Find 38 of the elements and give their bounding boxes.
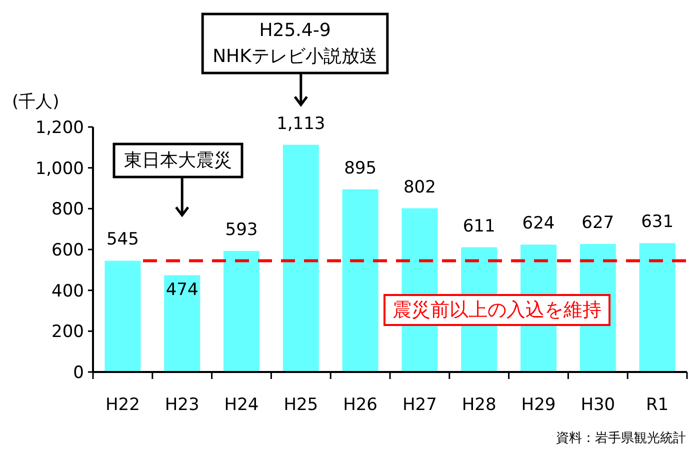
data-label: 624 bbox=[522, 214, 555, 234]
data-label: 611 bbox=[462, 216, 496, 236]
x-tick-label: H28 bbox=[462, 395, 496, 415]
x-tick-label: H30 bbox=[580, 395, 616, 415]
annotation: 東日本大震災 bbox=[124, 150, 232, 171]
data-label: 1,113 bbox=[276, 114, 326, 134]
y-tick-label: 1,000 bbox=[35, 158, 84, 179]
bar bbox=[104, 260, 141, 372]
x-tick-label: H26 bbox=[343, 395, 378, 415]
bar bbox=[342, 189, 378, 372]
data-label: 895 bbox=[344, 158, 377, 178]
bar bbox=[639, 243, 676, 372]
y-tick-label: 1,200 bbox=[35, 118, 84, 138]
data-label: 593 bbox=[225, 220, 258, 240]
y-tick-label: 800 bbox=[52, 200, 84, 220]
y-tick-label: 0 bbox=[73, 363, 84, 383]
bar bbox=[282, 144, 319, 372]
y-tick-label: 600 bbox=[52, 240, 84, 260]
x-tick-label: H22 bbox=[105, 395, 140, 415]
y-tick-label: 200 bbox=[52, 322, 84, 342]
bar bbox=[224, 250, 260, 372]
x-tick-label: H25 bbox=[284, 395, 318, 415]
data-label: 802 bbox=[403, 177, 436, 198]
data-label: 627 bbox=[582, 212, 614, 233]
y-tick-label: 400 bbox=[52, 281, 84, 302]
data-label: 474 bbox=[166, 280, 198, 300]
x-tick-label: H27 bbox=[402, 395, 437, 415]
data-label: 545 bbox=[106, 230, 139, 250]
text: 資料：岩手県観光統計 bbox=[556, 431, 686, 446]
x-tick-label: H23 bbox=[164, 395, 200, 415]
bar bbox=[164, 275, 200, 372]
ref-label: 震災前以上の入込を維持 bbox=[384, 294, 610, 326]
x-tick-label: H24 bbox=[224, 395, 259, 415]
x-tick-label: H29 bbox=[521, 395, 556, 415]
data-label: 631 bbox=[641, 212, 674, 232]
ref-line-label: 震災前以上の入込を維持 bbox=[392, 299, 602, 321]
y-axis-title: (千人) bbox=[12, 92, 60, 112]
x-tick-label: R1 bbox=[646, 395, 669, 415]
